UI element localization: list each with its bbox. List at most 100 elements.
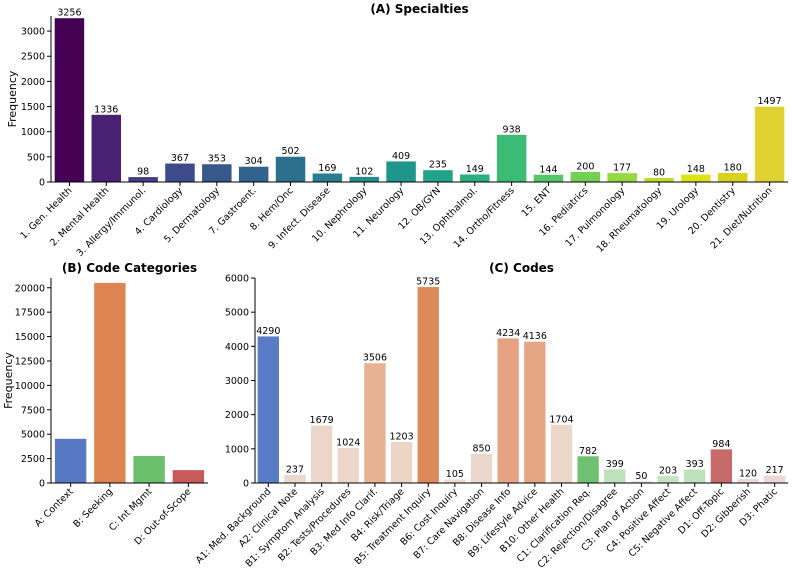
bar-C-16 — [657, 476, 679, 483]
bar-A-5 — [202, 164, 232, 182]
data-label: 50 — [635, 471, 647, 482]
x-tick-label: 18. Rheumatology — [595, 185, 665, 255]
data-label: 1024 — [336, 438, 360, 449]
bar-C-4 — [337, 448, 359, 483]
bar-C-11 — [524, 341, 546, 483]
bar-A-17 — [644, 177, 674, 182]
bar-A-2 — [91, 114, 122, 182]
data-label: 850 — [472, 443, 490, 454]
y-tick-label: 0 — [39, 479, 45, 490]
bar-C-14 — [604, 469, 626, 483]
y-tick-label: 1000 — [21, 127, 45, 138]
data-label: 393 — [686, 459, 704, 470]
data-label: 177 — [613, 163, 631, 174]
bar-A-3 — [128, 177, 158, 182]
data-label: 169 — [318, 163, 336, 174]
y-tick-label: 2000 — [21, 77, 45, 88]
bar-C-9 — [470, 453, 493, 483]
data-label: 399 — [606, 459, 624, 470]
y-tick-label: 1500 — [21, 102, 45, 113]
chart-title: (C) Codes — [489, 261, 554, 275]
data-label: 4290 — [256, 326, 280, 337]
bar-A-6 — [238, 166, 269, 182]
bar-C-7 — [417, 287, 439, 483]
x-tick-label: 21. Diet/Nutrition — [709, 185, 775, 251]
bar-B-4 — [172, 470, 205, 483]
bar-A-12 — [460, 174, 490, 182]
x-tick-label: 9. Infect. Disease — [266, 185, 332, 251]
bar-A-18 — [681, 174, 711, 182]
y-tick-label: 6000 — [225, 274, 249, 285]
x-tick-label: 15. ENT — [520, 185, 554, 219]
bar-B-3 — [133, 455, 165, 483]
y-tick-label: 12500 — [15, 356, 45, 367]
data-label: 4136 — [523, 331, 547, 342]
y-tick-label: 3000 — [225, 376, 249, 387]
data-label: 502 — [281, 146, 299, 157]
data-label: 3506 — [363, 353, 387, 364]
y-tick-label: 1000 — [225, 444, 249, 455]
y-tick-label: 2500 — [21, 454, 45, 465]
data-label: 367 — [171, 153, 189, 164]
y-tick-label: 3000 — [21, 27, 45, 38]
data-label: 180 — [724, 162, 742, 173]
bar-C-20 — [764, 475, 786, 483]
chart-title: (B) Code Categories — [62, 261, 197, 275]
y-axis-label: Frequency — [6, 70, 19, 127]
bar-C-15 — [630, 481, 653, 483]
data-label: 782 — [579, 446, 597, 457]
y-tick-label: 500 — [27, 152, 45, 163]
data-label: 938 — [503, 124, 521, 135]
data-label: 98 — [137, 167, 149, 178]
bar-A-1 — [54, 18, 85, 182]
y-tick-label: 0 — [39, 178, 45, 189]
y-tick-label: 4000 — [225, 342, 249, 353]
bar-C-5 — [364, 363, 386, 483]
y-tick-label: 0 — [243, 479, 249, 490]
data-label: 102 — [355, 166, 373, 177]
bar-A-15 — [570, 171, 601, 182]
bar-C-8 — [444, 479, 466, 483]
bar-A-10 — [386, 161, 416, 182]
bar-C-3 — [310, 425, 333, 483]
bar-A-14 — [533, 174, 564, 182]
data-label: 304 — [245, 156, 263, 167]
bar-C-18 — [710, 449, 733, 483]
y-tick-label: 17500 — [15, 308, 45, 319]
bar-A-4 — [165, 163, 195, 182]
bar-C-12 — [550, 424, 573, 483]
data-label: 3256 — [57, 8, 81, 19]
bar-B-1 — [54, 438, 87, 483]
bar-B-2 — [94, 282, 126, 483]
y-tick-label: 2500 — [21, 52, 45, 63]
y-tick-label: 7500 — [21, 405, 45, 416]
data-label: 353 — [208, 154, 226, 165]
bar-C-17 — [684, 469, 706, 483]
data-label: 149 — [466, 164, 484, 175]
data-label: 200 — [576, 161, 594, 172]
data-label: 203 — [659, 466, 677, 477]
data-label: 1203 — [389, 431, 413, 442]
bar-A-13 — [496, 134, 527, 182]
data-label: 237 — [286, 464, 304, 475]
data-label: 144 — [539, 164, 557, 175]
x-tick-label: A: Context — [33, 486, 76, 529]
bar-A-7 — [275, 156, 306, 182]
bar-C-19 — [737, 478, 759, 483]
data-label: 105 — [446, 469, 464, 480]
data-label: 1679 — [310, 415, 334, 426]
data-label: 235 — [429, 160, 447, 171]
data-label: 217 — [766, 465, 784, 476]
data-label: 984 — [712, 439, 730, 450]
chart-title: (A) Specialties — [370, 2, 468, 16]
data-label: 148 — [687, 164, 705, 175]
data-label: 1704 — [549, 414, 573, 425]
bar-A-8 — [312, 173, 343, 182]
bar-C-13 — [577, 456, 599, 483]
bar-C-6 — [390, 441, 413, 483]
y-tick-label: 5000 — [21, 430, 45, 441]
